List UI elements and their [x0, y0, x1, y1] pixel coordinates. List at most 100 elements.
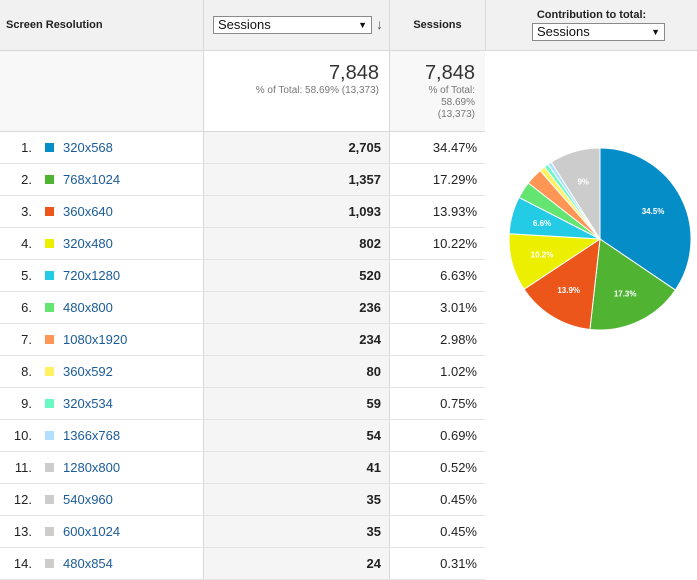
sessions-cell: 35 [203, 516, 389, 547]
percent-cell: 1.02% [389, 356, 485, 387]
row-index: 7. [21, 332, 32, 347]
resolution-cell: 13. 600x1024 [0, 516, 203, 547]
table-row: 2. 768x1024 1,357 17.29% [0, 164, 485, 196]
sessions-value: 1,093 [348, 204, 381, 219]
pie-slice-label: 17.3% [614, 290, 637, 299]
legend-swatch [45, 271, 54, 280]
resolution-cell: 2. 768x1024 [0, 164, 203, 195]
resolution-link[interactable]: 320x534 [63, 396, 113, 411]
resolution-cell: 6. 480x800 [0, 292, 203, 323]
row-index: 5. [21, 268, 32, 283]
sessions-cell: 2,705 [203, 132, 389, 163]
legend-swatch [45, 431, 54, 440]
sessions-cell: 802 [203, 228, 389, 259]
sessions-value: 234 [359, 332, 381, 347]
row-index: 1. [21, 140, 32, 155]
resolution-link[interactable]: 480x800 [63, 300, 113, 315]
sessions-header[interactable]: Sessions [413, 19, 462, 31]
resolution-cell: 7. 1080x1920 [0, 324, 203, 355]
pie-slice[interactable] [523, 237, 601, 330]
legend-swatch [45, 143, 54, 152]
row-index: 12. [13, 492, 32, 507]
table-row: 13. 600x1024 35 0.45% [0, 516, 485, 548]
percent-cell: 0.75% [389, 388, 485, 419]
row-index: 9. [21, 396, 32, 411]
totals-dimension-cell [0, 51, 203, 132]
resolution-link[interactable]: 360x592 [63, 364, 113, 379]
sessions-cell: 1,093 [203, 196, 389, 227]
pie-slice-label: 10.2% [531, 251, 554, 260]
dimension-header[interactable]: Screen Resolution [6, 19, 103, 31]
pie-slice-label: 34.5% [642, 207, 665, 216]
resolution-link[interactable]: 1280x800 [63, 460, 121, 475]
pie-svg: 34.5% 17.3% 13.9% 10.2% 6.6% 9% [508, 147, 692, 331]
resolution-link[interactable]: 600x1024 [63, 524, 121, 539]
row-index: 11. [14, 460, 32, 475]
sessions-cell: 80 [203, 356, 389, 387]
contribution-label: Contribution to total: [536, 9, 647, 21]
sessions-value: 1,357 [348, 172, 381, 187]
total-percent-line3: (13,373) [437, 109, 475, 120]
percent-value: 2.98% [440, 332, 477, 347]
legend-swatch [45, 463, 54, 472]
pie-slice[interactable] [589, 238, 677, 331]
percent-cell: 0.69% [389, 420, 485, 451]
table-row: 4. 320x480 802 10.22% [0, 228, 485, 260]
sessions-cell: 236 [203, 292, 389, 323]
legend-swatch [45, 239, 54, 248]
legend-swatch [45, 303, 54, 312]
table-row: 10. 1366x768 54 0.69% [0, 420, 485, 452]
sort-down-icon[interactable]: ↓ [376, 16, 383, 32]
table-row: 6. 480x800 236 3.01% [0, 292, 485, 324]
row-index: 6. [21, 300, 32, 315]
percent-value: 10.22% [432, 236, 477, 251]
resolution-link[interactable]: 480x854 [63, 556, 113, 571]
contribution-select-value: Sessions [537, 24, 590, 39]
metric-select[interactable]: Sessions ▼ [213, 16, 372, 34]
sessions-value: 59 [366, 396, 381, 411]
total-percent: % of Total: 58.69% (13,373) [255, 85, 379, 96]
header-contribution-cell: Contribution to total: Sessions ▼ [485, 0, 697, 51]
legend-swatch [45, 335, 54, 344]
legend-swatch [45, 399, 54, 408]
pie-slice-label: 13.9% [557, 286, 580, 295]
dropdown-arrow-icon: ▼ [358, 20, 367, 30]
total-sessions: 7,848 [328, 62, 379, 84]
percent-cell: 0.31% [389, 548, 485, 579]
contribution-select[interactable]: Sessions ▼ [532, 23, 665, 41]
row-index: 14. [13, 556, 32, 571]
percent-value: 0.31% [440, 556, 477, 571]
sessions-value: 80 [366, 364, 381, 379]
resolution-cell: 10. 1366x768 [0, 420, 203, 451]
percent-value: 1.02% [440, 364, 477, 379]
resolution-cell: 5. 720x1280 [0, 260, 203, 291]
percent-value: 0.45% [440, 524, 477, 539]
sessions-cell: 54 [203, 420, 389, 451]
resolution-link[interactable]: 320x568 [63, 140, 113, 155]
percent-cell: 0.52% [389, 452, 485, 483]
resolution-link[interactable]: 1366x768 [63, 428, 121, 443]
resolution-link[interactable]: 768x1024 [63, 172, 121, 187]
percent-cell: 6.63% [389, 260, 485, 291]
sessions-value: 35 [366, 524, 381, 539]
percent-value: 0.69% [440, 428, 477, 443]
pie-slice[interactable] [599, 147, 692, 291]
resolution-link[interactable]: 540x960 [63, 492, 113, 507]
total-percent-2: % of Total: 58.69% (13,373) [395, 85, 475, 121]
totals-sessions-cell: 7,848 % of Total: 58.69% (13,373) [389, 51, 485, 132]
table-row: 7. 1080x1920 234 2.98% [0, 324, 485, 356]
percent-value: 0.75% [440, 396, 477, 411]
header-metric-select-cell: Sessions ▼ ↓ [203, 0, 389, 51]
row-index: 4. [21, 236, 32, 251]
resolution-link[interactable]: 320x480 [63, 236, 113, 251]
table-row: 3. 360x640 1,093 13.93% [0, 196, 485, 228]
resolution-link[interactable]: 720x1280 [63, 268, 121, 283]
total-percent-line1: % of Total: [428, 85, 475, 96]
resolution-link[interactable]: 360x640 [63, 204, 113, 219]
table-row: 5. 720x1280 520 6.63% [0, 260, 485, 292]
pie-slice[interactable] [550, 147, 601, 241]
percent-cell: 34.47% [389, 132, 485, 163]
totals-metric-cell: 7,848 % of Total: 58.69% (13,373) [203, 51, 389, 132]
percent-value: 0.52% [440, 460, 477, 475]
resolution-link[interactable]: 1080x1920 [63, 332, 128, 347]
